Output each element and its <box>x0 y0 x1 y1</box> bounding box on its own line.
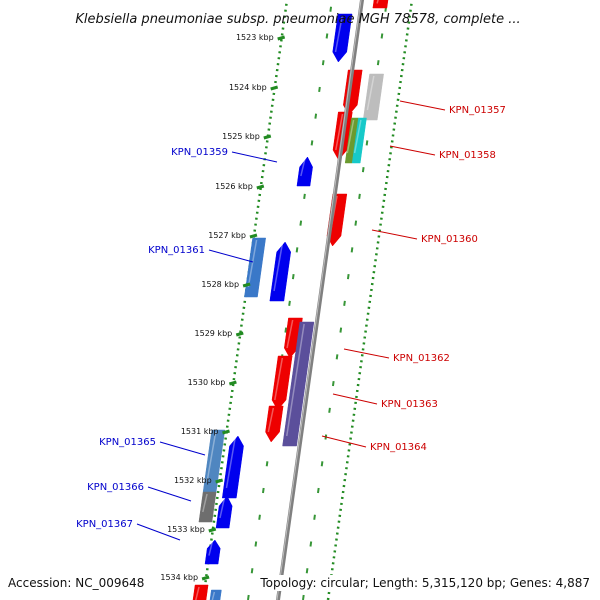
label-kpn-01358-leader <box>389 145 436 156</box>
gene-kpn-01358-cyan <box>351 117 367 164</box>
accession-text-backing <box>6 575 147 591</box>
label-kpn-01363: KPN_01363 <box>381 399 438 410</box>
tick-label: 1525 kbp <box>222 132 260 141</box>
tick-mark <box>201 575 210 581</box>
label-kpn-01367-leader <box>136 523 181 541</box>
backbone-group <box>275 0 365 600</box>
label-kpn-01366: KPN_01366 <box>87 482 144 493</box>
label-kpn-01364-leader <box>321 435 367 448</box>
gene-kpn-01366-grey <box>198 491 217 523</box>
tick-mark <box>235 331 244 337</box>
tick-label: 1527 kbp <box>208 231 246 240</box>
topology-summary: Topology: circular; Length: 5,315,120 bp… <box>259 576 590 590</box>
tick-mark <box>215 478 224 484</box>
gene-kpn-01367 <box>204 539 221 565</box>
label-kpn-01364: KPN_01364 <box>370 442 427 453</box>
accession-text: Accession: NC_009648 <box>8 576 144 590</box>
tick-marks: 1523 kbp 1524 kbp 1525 kbp 1526 kbp 1527 kbp… <box>160 33 286 582</box>
label-kpn-01363-leader <box>332 393 378 405</box>
tick-mark <box>256 184 265 190</box>
tick-label: 1533 kbp <box>167 525 205 534</box>
tick-label: 1532 kbp <box>174 476 212 485</box>
gene-kpn-01359 <box>296 156 313 187</box>
label-kpn-01362-leader <box>343 348 390 359</box>
tick-label: 1523 kbp <box>236 33 274 42</box>
label-kpn-01362: KPN_01362 <box>393 353 450 364</box>
tick-mark <box>277 35 286 41</box>
backbone-line <box>275 0 365 600</box>
label-kpn-01361: KPN_01361 <box>148 245 205 256</box>
tick-label: 1529 kbp <box>195 329 233 338</box>
gene-bottom-partial-steel <box>209 589 222 600</box>
tick-label: 1528 kbp <box>201 280 239 289</box>
gene-kpn-01366 <box>215 495 233 529</box>
label-kpn-01357: KPN_01357 <box>449 105 506 116</box>
label-kpn-01357-leader <box>399 100 446 111</box>
tick-mark <box>242 282 251 288</box>
label-kpn-01359-leader <box>231 151 278 163</box>
gene-kpn-01363 <box>271 355 293 411</box>
gene-kpn-01357-grey <box>362 73 384 121</box>
label-kpn-01361-leader <box>208 249 254 263</box>
gene-kpn-01364-red <box>265 405 284 443</box>
tick-label: 1524 kbp <box>229 83 267 92</box>
topology-summary-backing <box>257 575 592 591</box>
label-kpn-01367: KPN_01367 <box>76 519 133 530</box>
gene-top-partial <box>372 0 389 9</box>
tick-label: 1526 kbp <box>215 182 253 191</box>
gene-kpn-01361-steel <box>244 237 266 298</box>
backbone-highlight <box>276 0 362 600</box>
map-title: Klebsiella pneumoniae subsp. pneumoniae … <box>75 12 520 27</box>
label-kpn-01358: KPN_01358 <box>439 150 496 161</box>
tick-mark <box>222 429 230 435</box>
tick-mark <box>263 134 272 140</box>
tick-mark <box>270 85 279 91</box>
label-kpn-01360-leader <box>371 229 418 240</box>
tick-label: 1534 kbp <box>160 573 198 582</box>
tick-label: 1531 kbp <box>181 427 219 436</box>
tick-label: 1530 kbp <box>188 378 226 387</box>
tick-mark <box>228 380 237 386</box>
label-leaders: KPN_01357 KPN_01358 KPN_01359 KPN_01360 KPN_… <box>76 100 506 541</box>
gene-kpn-01364-purple <box>282 321 315 447</box>
label-kpn-01365: KPN_01365 <box>99 437 156 448</box>
tick-mark <box>208 527 217 533</box>
label-kpn-01365-leader <box>159 441 206 456</box>
gene-kpn-01361 <box>269 241 291 302</box>
label-kpn-01360: KPN_01360 <box>421 234 478 245</box>
gene-kpn-01365 <box>221 435 244 499</box>
tick-mark <box>249 233 258 239</box>
label-kpn-01359: KPN_01359 <box>171 147 228 158</box>
label-kpn-01366-leader <box>147 486 192 502</box>
gene-bottom-partial-red <box>192 584 209 600</box>
gene-1523-forward <box>332 13 353 63</box>
